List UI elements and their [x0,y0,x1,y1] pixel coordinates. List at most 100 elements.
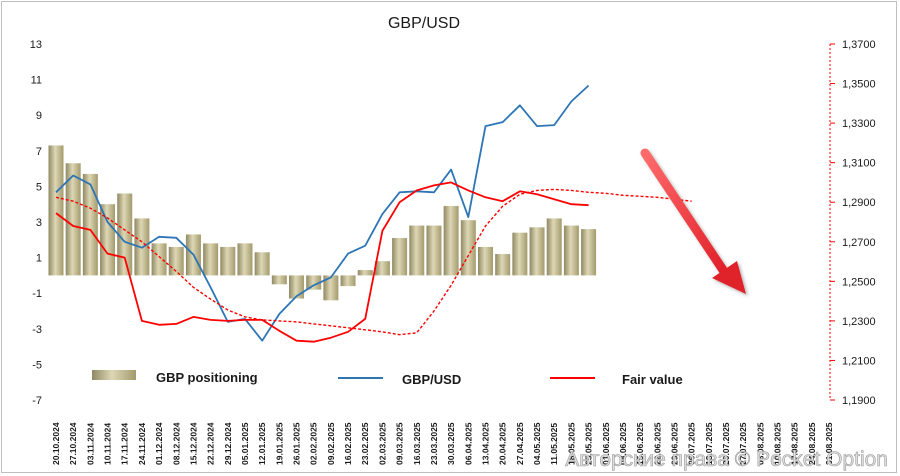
positioning-bar [495,254,511,276]
legend-swatch-positioning [92,370,136,380]
fair-value-line [55,181,589,343]
right-tick-label: 1,3300 [842,118,876,130]
positioning-bar [512,232,528,276]
left-tick-label: 3 [36,217,42,229]
x-tick-label: 23.02.2025 [360,422,370,465]
left-tick-label: 13 [30,39,42,51]
x-tick-label: 02.02.2025 [309,422,319,465]
x-tick-label: 29.06.2025 [669,422,679,465]
x-tick-label: 05.01.2025 [240,422,250,465]
x-tick-label: 27.07.2025 [738,422,748,465]
x-tick-label: 22.06.2025 [652,422,662,465]
left-tick-label: -1 [32,288,42,300]
positioning-bar [48,145,64,276]
positioning-bar [203,243,219,276]
x-tick-label: 01.12.2024 [154,422,164,465]
x-tick-label: 20.04.2025 [498,422,508,465]
left-tick-label: 1 [36,253,42,265]
chart-title: GBP/USD [388,15,460,32]
x-tick-label: 03.11.2024 [85,423,95,465]
positioning-bar [529,227,545,276]
left-tick-label: -3 [32,324,42,336]
legend-positioning: GBP positioning [156,370,258,385]
positioning-bar [151,243,167,276]
x-tick-label: 08.06.2025 [618,422,628,465]
x-tick-label: 20.07.2025 [721,422,731,465]
positioning-bar [426,225,442,276]
positioning-bar [271,275,287,285]
x-tick-label: 04.05.2025 [532,422,542,465]
legend: GBP positioning GBP/USD Fair value [92,370,683,387]
right-tick-label: 1,3100 [842,158,876,170]
positioning-bar [65,163,81,276]
positioning-bar [374,261,390,276]
x-tick-label: 23.03.2025 [429,422,439,465]
right-axis: 1,3700 1,3500 1,3300 1,3100 1,2900 1,2700 1,25… [829,39,876,407]
x-tick-label: 03.08.2025 [755,422,765,465]
positioning-bar [478,246,493,276]
positioning-bar [563,225,579,276]
right-tick-label: 1,2700 [842,237,876,249]
x-tick-label: 17.08.2025 [790,422,800,465]
x-tick-label: 25.05.2025 [584,422,594,465]
right-tick-label: 1,2300 [842,316,876,328]
positioning-bar [82,173,98,276]
x-tick-label: 29.12.2024 [223,422,233,465]
x-tick-label: 22.12.2024 [206,422,216,465]
x-tick-label: 27.10.2024 [68,422,78,465]
left-tick-label: -7 [32,395,42,407]
x-tick-label: 06.04.2025 [463,422,473,465]
x-tick-label: 10.08.2025 [773,422,783,465]
left-tick-label: -5 [32,359,42,371]
positioning-bar [168,246,184,276]
positioning-bar [392,238,408,276]
positioning-bar [581,229,597,276]
positioning-bar [237,243,253,276]
x-tick-label: 15.06.2025 [635,422,645,465]
right-tick-label: 1,3500 [842,79,876,91]
x-tick-label: 27.04.2025 [515,422,525,465]
x-tick-label: 24.08.2025 [807,422,817,465]
x-tick-label: 09.03.2025 [395,422,405,465]
x-tick-label: 02.03.2025 [377,422,387,465]
positioning-bar [220,246,236,276]
x-tick-label: 20.10.2024 [51,422,61,465]
x-tick-label: 13.04.2025 [481,422,491,465]
positioning-bar [289,275,305,299]
right-tick-label: 1,1900 [842,395,876,407]
x-tick-label: 17.11.2024 [120,423,130,465]
right-tick-label: 1,2900 [842,197,876,209]
x-tick-label: 12.01.2025 [257,422,267,465]
fair-value-trend-line [55,188,692,336]
x-tick-label: 31.08.2025 [824,422,834,465]
positioning-bar [306,275,322,290]
x-tick-label: 06.07.2025 [687,422,697,465]
x-tick-label: 30.03.2025 [446,422,456,465]
right-tick-label: 1,2100 [842,355,876,367]
gbp-usd-line [55,84,590,342]
positioning-bar [117,193,133,276]
x-tick-label: 09.02.2025 [326,422,336,465]
positioning-bar [100,204,116,276]
positioning-bar [443,205,459,276]
positioning-bar [340,275,356,287]
x-tick-label: 18.05.2025 [566,422,576,465]
x-tick-label: 24.11.2024 [137,423,147,465]
positioning-bar [323,275,339,301]
x-tick-label: 10.11.2024 [103,423,113,465]
x-tick-label: 19.01.2025 [274,422,284,465]
x-tick-label: 11.05.2025 [549,423,559,465]
left-tick-label: 11 [31,75,42,87]
legend-fair-value: Fair value [622,372,683,387]
left-tick-label: 7 [36,146,42,158]
x-tick-label: 26.01.2025 [292,422,302,465]
price-lines [55,84,692,343]
legend-gbpusd: GBP/USD [402,372,461,387]
positioning-bar [254,252,270,276]
x-tick-label: 15.12.2024 [188,422,198,465]
right-tick-label: 1,3700 [842,39,876,51]
right-tick-label: 1,2500 [842,276,876,288]
x-tick-label: 13.07.2025 [704,422,714,465]
positioning-bar [546,218,562,276]
